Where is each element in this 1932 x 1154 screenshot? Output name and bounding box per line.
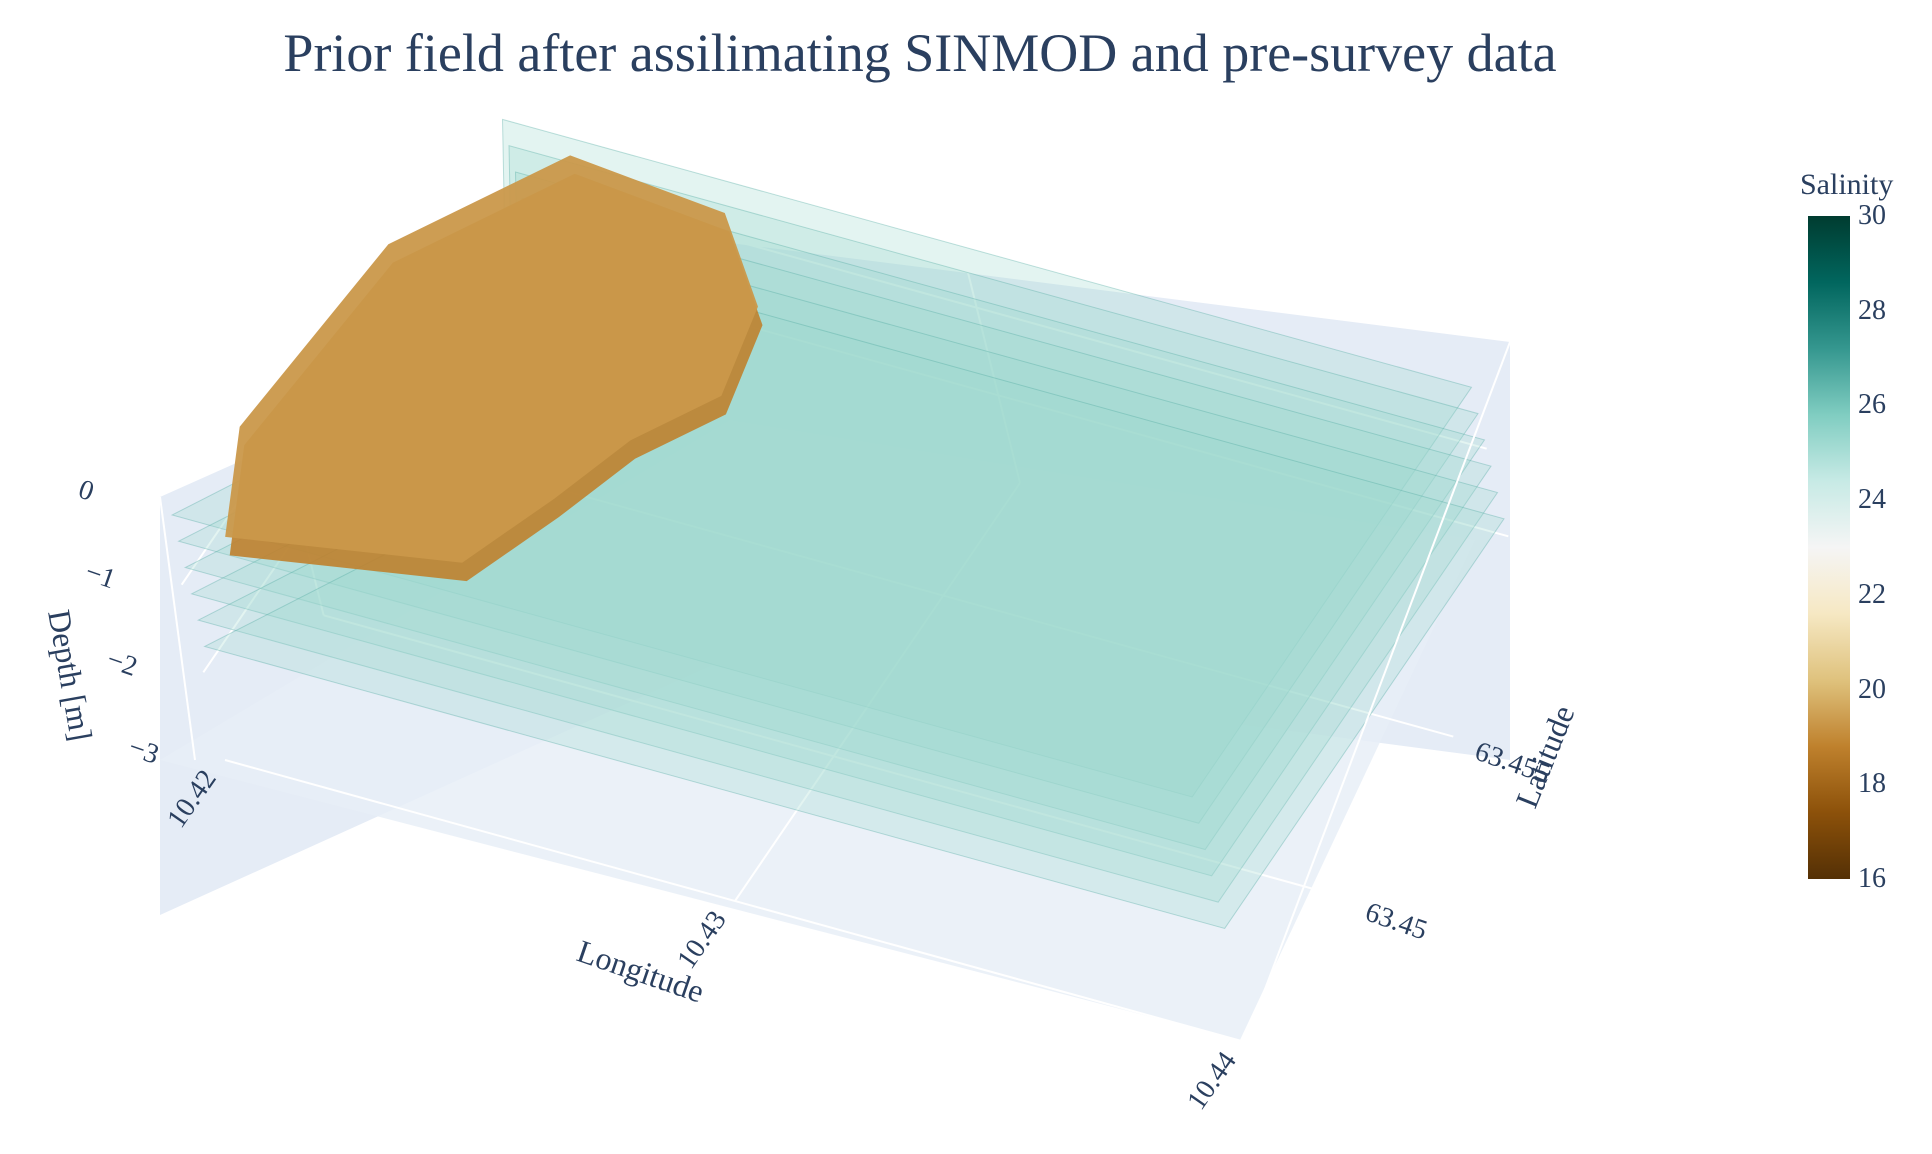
colorbar-tick-label: 30 (1858, 200, 1886, 231)
colorbar (1808, 216, 1850, 879)
gridline (323, 614, 1344, 899)
z-tick-label: 0 (74, 474, 97, 508)
floor (160, 420, 1475, 1040)
low-salinity-surface (225, 155, 758, 563)
colorbar-tick-label: 24 (1858, 484, 1886, 516)
x-tick-label: 10.43 (671, 905, 733, 974)
colorbar-tick-label: 20 (1858, 673, 1886, 705)
colorbar-title: Salinity (1800, 168, 1894, 201)
x-axis-edge (224, 759, 1246, 1043)
chart-title: Prior field after assilimating SINMOD an… (283, 23, 1557, 83)
z-axis-title: Depth [m] (41, 607, 99, 744)
colorbar-tick-label: 18 (1858, 768, 1886, 800)
colorbar-tick-label: 28 (1858, 294, 1886, 326)
colorbar-tick-label: 16 (1858, 863, 1886, 894)
x-tick-label: 10.44 (1181, 1046, 1243, 1115)
low-salinity-region (225, 155, 763, 582)
gridline (734, 482, 1021, 902)
z-tick-label: −2 (103, 644, 141, 683)
gridline (433, 453, 1454, 738)
colorbar-tick-label: 26 (1858, 389, 1886, 421)
y-axis-edge (1244, 341, 1511, 1043)
colorbar-tick-label: 22 (1858, 578, 1886, 610)
y-tick-label: 63.45 (1361, 897, 1431, 947)
z-tick-label: −1 (81, 556, 119, 595)
z-tick-label: −3 (125, 732, 163, 771)
gridline (954, 219, 1021, 484)
z-axis-edge (159, 496, 196, 761)
